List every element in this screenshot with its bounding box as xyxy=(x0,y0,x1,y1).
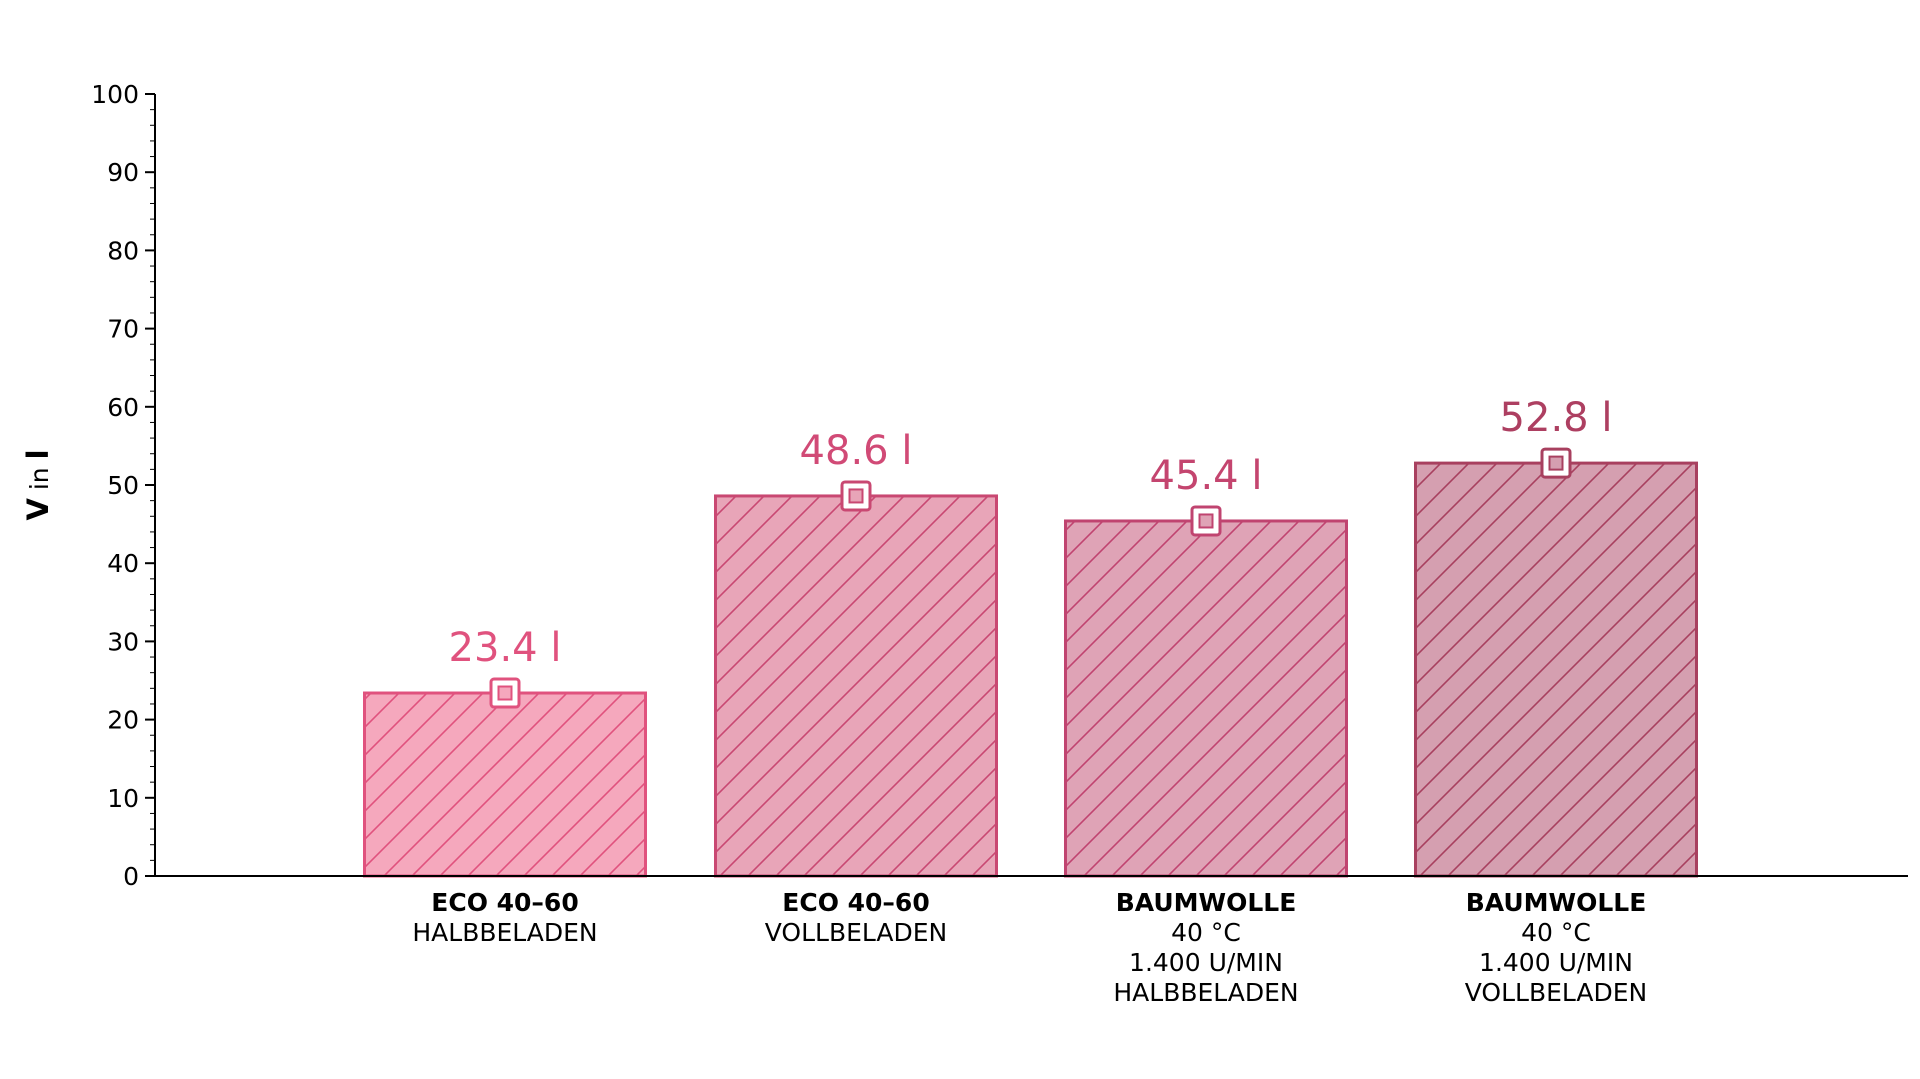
y-tick-label: 60 xyxy=(107,393,139,422)
x-category-line: VOLLBELADEN xyxy=(765,918,948,947)
y-axis-label: V in l xyxy=(21,449,55,520)
bar-marker-inner xyxy=(1198,513,1214,529)
bar-2 xyxy=(714,494,998,878)
data-label: 48.6 l xyxy=(800,428,913,474)
data-label: 52.8 l xyxy=(1500,395,1613,441)
x-category-line: HALBBELADEN xyxy=(1113,978,1298,1007)
data-label: 23.4 l xyxy=(449,625,562,671)
bar-marker-inner xyxy=(1548,455,1564,471)
bar-marker-inner xyxy=(497,685,513,701)
y-tick-label: 10 xyxy=(107,784,139,813)
y-axis-label-in: in xyxy=(25,459,54,498)
bar-marker-inner xyxy=(848,488,864,504)
y-axis-label-symbol: V xyxy=(21,498,55,521)
x-category-line: 40 °C xyxy=(1171,918,1241,947)
x-category-line: 1.400 U/MIN xyxy=(1129,948,1283,977)
y-tick-label: 0 xyxy=(123,862,139,891)
bar-3 xyxy=(1064,519,1348,878)
y-tick-label: 90 xyxy=(107,158,139,187)
y-tick-label: 80 xyxy=(107,236,139,265)
x-category-title: BAUMWOLLE xyxy=(1466,888,1647,917)
y-axis-label-unit: l xyxy=(21,449,55,459)
data-label: 45.4 l xyxy=(1150,453,1263,499)
y-tick-label: 30 xyxy=(107,627,139,656)
x-category-line: VOLLBELADEN xyxy=(1465,978,1648,1007)
y-tick-label: 20 xyxy=(107,706,139,735)
y-tick-label: 70 xyxy=(107,315,139,344)
x-category-line: 1.400 U/MIN xyxy=(1479,948,1633,977)
x-category-title: ECO 40–60 xyxy=(782,888,929,917)
x-category-line: 40 °C xyxy=(1521,918,1591,947)
y-tick-label: 40 xyxy=(107,549,139,578)
bar-1 xyxy=(363,691,647,878)
x-category-title: BAUMWOLLE xyxy=(1116,888,1297,917)
bar-4 xyxy=(1414,461,1698,878)
y-tick-label: 100 xyxy=(91,80,139,109)
x-category-title: ECO 40–60 xyxy=(431,888,578,917)
y-tick-label: 50 xyxy=(107,471,139,500)
x-category-line: HALBBELADEN xyxy=(412,918,597,947)
